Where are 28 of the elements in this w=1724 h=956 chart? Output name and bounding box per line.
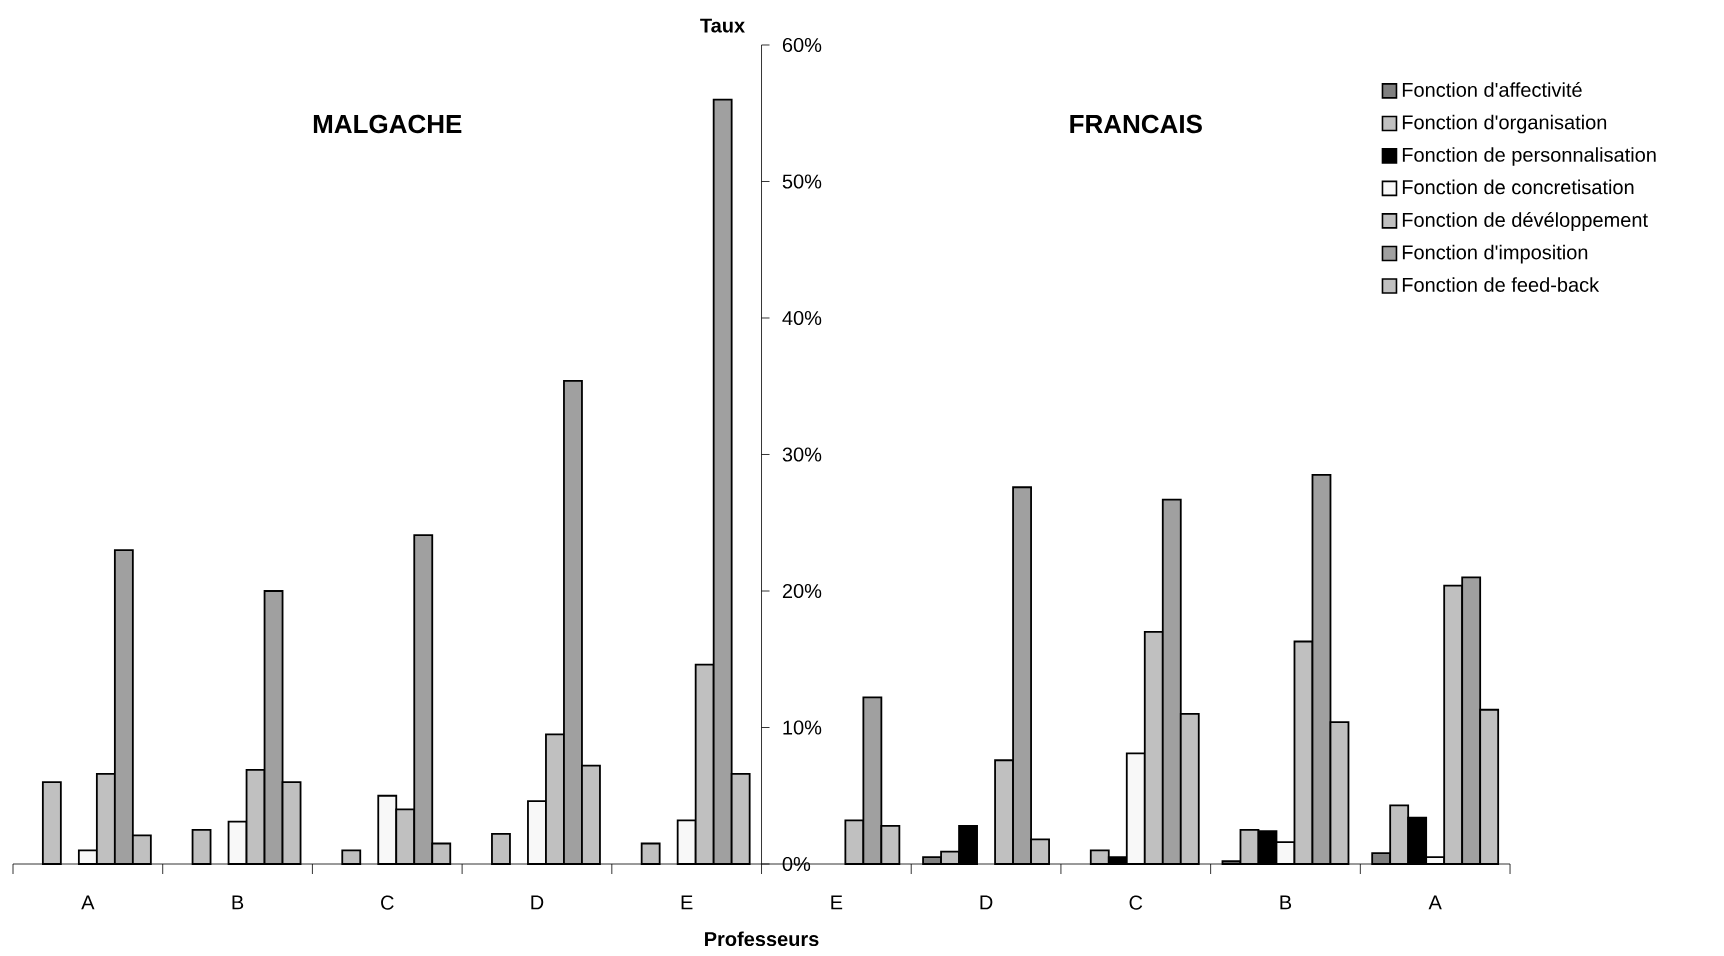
y-tick-label: 10% [783,720,822,735]
x-tick-label: C [381,895,394,910]
legend-label: Fonction d'organisation [1402,114,1607,134]
x-tick-label: D [531,895,544,910]
x-tick-label: E [831,895,843,910]
y-tick-label: 30% [782,447,822,462]
y-tick-label: 40% [782,310,822,326]
legend-label: Fonction de concretisation [1402,179,1634,195]
x-tick-label: B [232,895,244,910]
y-tick-label: 50% [782,174,822,189]
y-tick-label: 20% [782,583,822,599]
y-axis-title: Taux [700,18,745,33]
x-tick-label: C [1129,895,1143,910]
x-tick-label: E [681,895,693,910]
x-axis-title: Professeurs [705,931,819,947]
y-tick-label: 60% [782,37,822,53]
legend-label: Fonction d'affectivité [1402,82,1582,97]
legend-label: Fonction d'imposition [1402,244,1588,264]
legend-label: Fonction de feed-back [1402,277,1600,292]
x-tick-label: D [980,895,993,910]
x-tick-label: B [1280,895,1292,910]
y-tick-label: 0% [782,856,811,872]
legend-label: Fonction de personnalisation [1402,147,1656,166]
x-tick-label: A [1428,895,1442,910]
annotation: MALGACHE [313,114,462,134]
annotation: FRANCAIS [1070,114,1202,134]
x-tick-label: A [81,895,95,910]
legend-label: Fonction de dévéloppement [1402,212,1648,231]
